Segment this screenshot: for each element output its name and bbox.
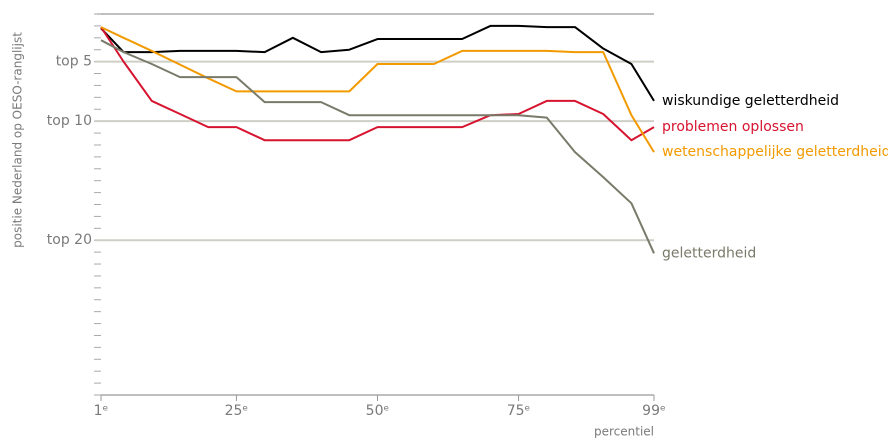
series-label: geletterdheid (662, 245, 756, 261)
y-tick-label: top 10 (47, 113, 92, 129)
series-line (100, 24, 655, 102)
y-tick-label: top 5 (56, 54, 92, 70)
x-tick-label: 99ᵉ (642, 403, 666, 419)
series-line (100, 39, 655, 254)
x-tick-label: 25ᵉ (225, 403, 249, 419)
series-line (100, 26, 655, 142)
series-label: wiskundige geletterdheid (662, 93, 839, 109)
y-tick-label: top 20 (47, 232, 92, 248)
x-tick-label: 75ᵉ (507, 403, 531, 419)
x-tick-label: 50ᵉ (366, 403, 390, 419)
series-line (100, 26, 655, 153)
x-tick-label: 1ᵉ (94, 403, 109, 419)
y-axis-label: positie Nederland op OESO-ranglijst (11, 32, 25, 248)
series-label: wetenschappelijke geletterdheid (662, 144, 888, 160)
series-label: problemen oplossen (662, 119, 804, 135)
x-axis-label: percentiel (594, 425, 654, 439)
